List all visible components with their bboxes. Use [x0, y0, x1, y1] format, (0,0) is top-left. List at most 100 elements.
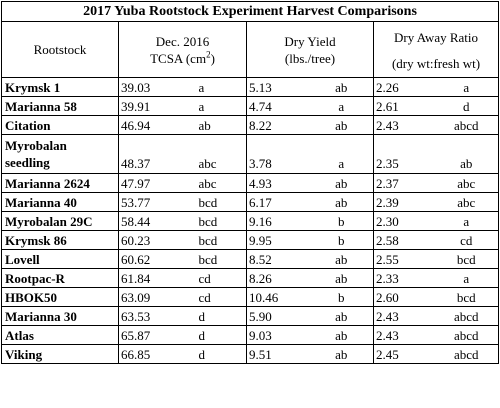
rootstock-name: Marianna 58 — [1, 96, 119, 116]
tcsa-group: d — [192, 325, 247, 345]
ratio-group: ab — [434, 134, 500, 174]
yield-value: 8.22 — [246, 115, 310, 135]
table-row: HBOK50 63.09 cd 10.46 b 2.60 bcd — [1, 287, 500, 307]
tcsa-group: cd — [192, 268, 247, 288]
tcsa-group: abc — [192, 134, 247, 174]
tcsa-group: bcd — [192, 249, 247, 269]
tcsa-group: d — [192, 306, 247, 326]
header-row: Rootstock Dec. 2016 TCSA (cm2) Dry Yield… — [1, 21, 500, 78]
tcsa-value: 61.84 — [118, 268, 193, 288]
tcsa-value: 66.85 — [118, 344, 193, 364]
table-title: 2017 Yuba Rootstock Experiment Harvest C… — [0, 1, 500, 22]
tcsa-group: bcd — [192, 211, 247, 231]
table-row: Krymsk 86 60.23 bcd 9.95 b 2.58 cd — [1, 230, 500, 250]
yield-group: ab — [309, 344, 374, 364]
table-row: Krymsk 1 39.03 a 5.13 ab 2.26 a — [1, 77, 500, 97]
tcsa-value: 46.94 — [118, 115, 193, 135]
yield-group: ab — [309, 268, 374, 288]
header-tcsa-line2-prefix: TCSA (cm — [150, 50, 207, 66]
yield-value: 9.03 — [246, 325, 310, 345]
rootstock-name-line1: Myrobalan — [5, 138, 67, 153]
ratio-group: a — [434, 77, 500, 97]
tcsa-group: bcd — [192, 192, 247, 212]
header-rootstock: Rootstock — [1, 21, 119, 78]
tcsa-group: a — [192, 96, 247, 116]
table-row: Atlas 65.87 d 9.03 ab 2.43 abcd — [1, 325, 500, 345]
table-row: Citation 46.94 ab 8.22 ab 2.43 abcd — [1, 115, 500, 135]
yield-value: 5.13 — [246, 77, 310, 97]
yield-value: 6.17 — [246, 192, 310, 212]
rootstock-name: HBOK50 — [1, 287, 119, 307]
table-row: Marianna 30 63.53 d 5.90 ab 2.43 abcd — [1, 306, 500, 326]
yield-value: 5.90 — [246, 306, 310, 326]
table-row: Myrobalan 29C 58.44 bcd 9.16 b 2.30 a — [1, 211, 500, 231]
yield-group: ab — [309, 306, 374, 326]
rootstock-name: Marianna 2624 — [1, 173, 119, 193]
ratio-value: 2.30 — [373, 211, 435, 231]
header-tcsa-line2-suffix: ) — [210, 50, 215, 66]
tcsa-value: 60.62 — [118, 249, 193, 269]
rootstock-name: Krymsk 86 — [1, 230, 119, 250]
ratio-value: 2.37 — [373, 173, 435, 193]
header-tcsa: Dec. 2016 TCSA (cm2) — [118, 21, 247, 78]
ratio-value: 2.60 — [373, 287, 435, 307]
harvest-comparison-table: 2017 Yuba Rootstock Experiment Harvest C… — [0, 1, 500, 364]
table-row: Myrobalan seedling 48.37 abc 3.78 a 2.35… — [1, 134, 500, 174]
tcsa-group: d — [192, 344, 247, 364]
table-row: Viking 66.85 d 9.51 ab 2.45 abcd — [1, 344, 500, 364]
header-yield-line1: Dry Yield — [284, 33, 336, 49]
header-ratio-line1: Dry Away Ratio — [393, 30, 479, 45]
table-row: Lovell 60.62 bcd 8.52 ab 2.55 bcd — [1, 249, 500, 269]
ratio-group: a — [434, 211, 500, 231]
yield-group: ab — [309, 249, 374, 269]
header-ratio-line2: (dry wt:fresh wt) — [391, 56, 481, 71]
tcsa-group: cd — [192, 287, 247, 307]
table-row: Marianna 40 53.77 bcd 6.17 ab 2.39 abc — [1, 192, 500, 212]
yield-value: 8.52 — [246, 249, 310, 269]
header-tcsa-line1: Dec. 2016 — [155, 33, 210, 49]
tcsa-value: 65.87 — [118, 325, 193, 345]
tcsa-value: 39.91 — [118, 96, 193, 116]
harvest-comparison-table-container: 2017 Yuba Rootstock Experiment Harvest C… — [0, 1, 500, 364]
ratio-group: cd — [434, 230, 500, 250]
ratio-value: 2.35 — [373, 134, 435, 174]
yield-group: a — [309, 96, 374, 116]
ratio-group: abcd — [434, 306, 500, 326]
ratio-value: 2.45 — [373, 344, 435, 364]
tcsa-value: 60.23 — [118, 230, 193, 250]
yield-value: 3.78 — [246, 134, 310, 174]
header-yield: Dry Yield (lbs./tree) — [246, 21, 374, 78]
ratio-group: abc — [434, 173, 500, 193]
ratio-group: abc — [434, 192, 500, 212]
ratio-value: 2.61 — [373, 96, 435, 116]
tcsa-group: abc — [192, 173, 247, 193]
rootstock-name: Lovell — [1, 249, 119, 269]
rootstock-name-line2: seedling — [5, 155, 50, 170]
header-tcsa-sup: 2 — [206, 49, 211, 60]
tcsa-value: 48.37 — [118, 134, 193, 174]
ratio-group: abcd — [434, 344, 500, 364]
yield-group: ab — [309, 77, 374, 97]
ratio-value: 2.33 — [373, 268, 435, 288]
ratio-group: a — [434, 268, 500, 288]
tcsa-value: 63.09 — [118, 287, 193, 307]
tcsa-value: 58.44 — [118, 211, 193, 231]
rootstock-name: Rootpac-R — [1, 268, 119, 288]
tcsa-value: 39.03 — [118, 77, 193, 97]
tcsa-value: 63.53 — [118, 306, 193, 326]
yield-group: b — [309, 287, 374, 307]
ratio-value: 2.55 — [373, 249, 435, 269]
ratio-value: 2.43 — [373, 306, 435, 326]
yield-group: ab — [309, 173, 374, 193]
header-yield-line2: (lbs./tree) — [284, 50, 336, 66]
yield-group: ab — [309, 325, 374, 345]
ratio-group: abcd — [434, 115, 500, 135]
table-row: Marianna 2624 47.97 abc 4.93 ab 2.37 abc — [1, 173, 500, 193]
tcsa-value: 47.97 — [118, 173, 193, 193]
table-row: Marianna 58 39.91 a 4.74 a 2.61 d — [1, 96, 500, 116]
rootstock-name: Myrobalan seedling — [1, 134, 119, 174]
ratio-value: 2.43 — [373, 115, 435, 135]
yield-group: b — [309, 230, 374, 250]
yield-group: ab — [309, 192, 374, 212]
ratio-group: d — [434, 96, 500, 116]
